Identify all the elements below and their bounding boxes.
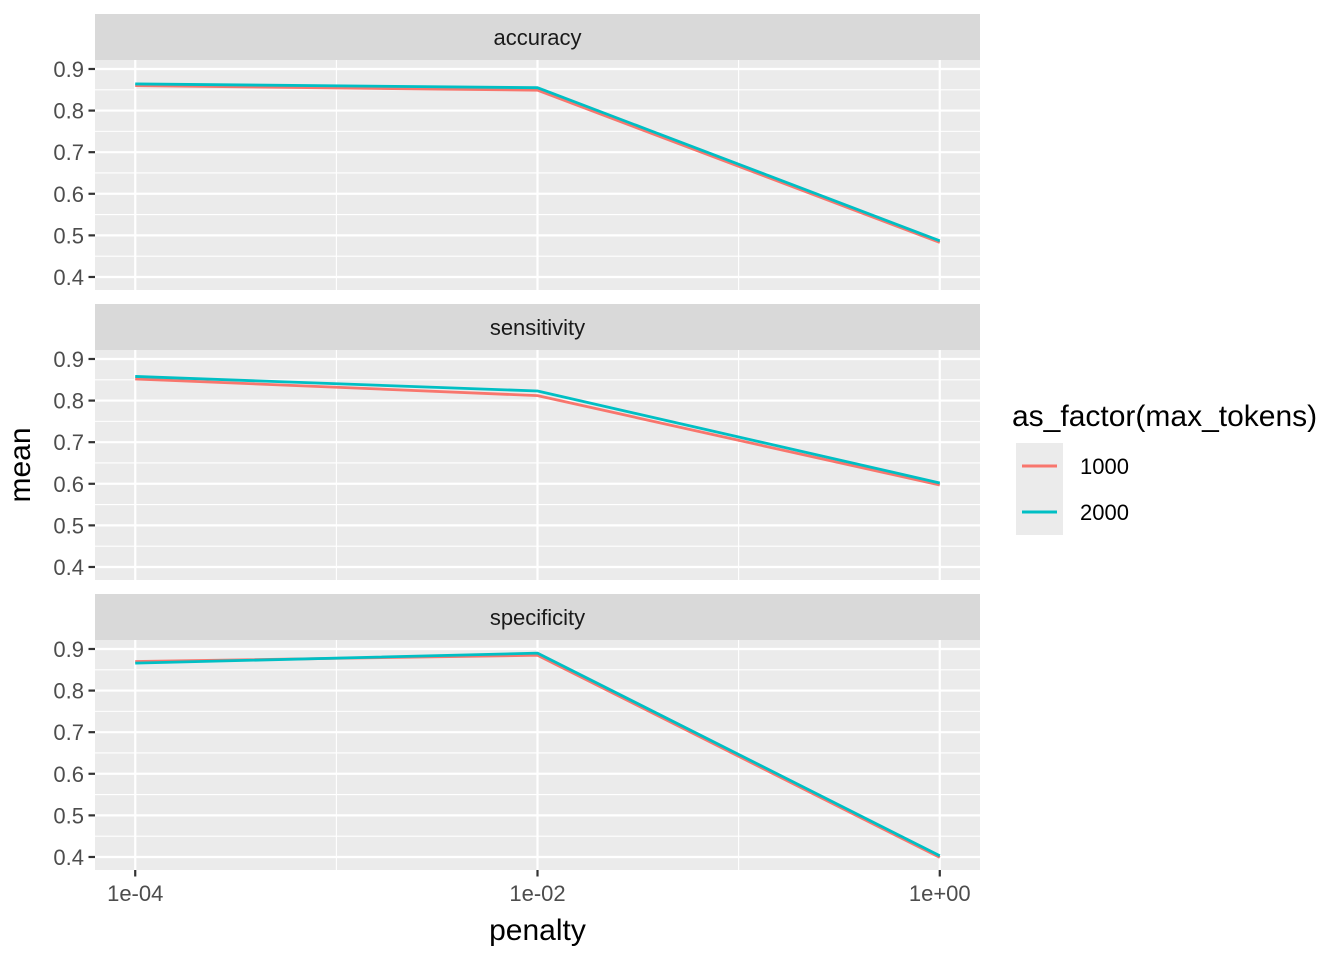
facet-strip-sensitivity [95,304,980,350]
facet-strip-accuracy [95,14,980,60]
legend-label: 1000 [1080,454,1129,479]
legend-label: 2000 [1080,500,1129,525]
strip-label: sensitivity [490,315,585,340]
y-tick-label: 0.8 [53,679,84,704]
y-tick-label: 0.7 [53,430,84,455]
y-tick-label: 0.7 [53,140,84,165]
y-tick-label: 0.8 [53,99,84,124]
series-line-2000 [135,375,941,485]
legend-key-background [1016,443,1063,535]
y-tick-label: 0.8 [53,389,84,414]
y-tick-label: 0.6 [53,762,84,787]
y-tick-label: 0.5 [53,513,84,538]
y-tick-label: 0.9 [53,57,84,82]
legend-title: as_factor(max_tokens) [1012,400,1317,433]
facet-strip-specificity [95,594,980,640]
x-tick-label: 1e-02 [509,881,565,906]
y-tick-label: 0.5 [53,803,84,828]
series-line-2000 [135,82,941,243]
strip-label: accuracy [493,25,581,50]
series-line-1000 [135,377,941,487]
y-tick-label: 0.6 [53,182,84,207]
y-axis-title: mean [4,427,37,502]
strip-label: specificity [490,605,585,630]
y-tick-label: 0.6 [53,472,84,497]
y-tick-label: 0.9 [53,637,84,662]
y-tick-label: 0.4 [53,845,84,870]
y-tick-label: 0.4 [53,555,84,580]
y-tick-label: 0.5 [53,223,84,248]
y-tick-label: 0.4 [53,265,84,290]
x-axis-title: penalty [489,914,586,947]
x-tick-label: 1e-04 [107,881,163,906]
y-tick-label: 0.7 [53,720,84,745]
x-tick-label: 1e+00 [909,881,971,906]
series-line-2000 [135,651,941,857]
y-tick-label: 0.9 [53,347,84,372]
series-line-1000 [135,84,941,244]
